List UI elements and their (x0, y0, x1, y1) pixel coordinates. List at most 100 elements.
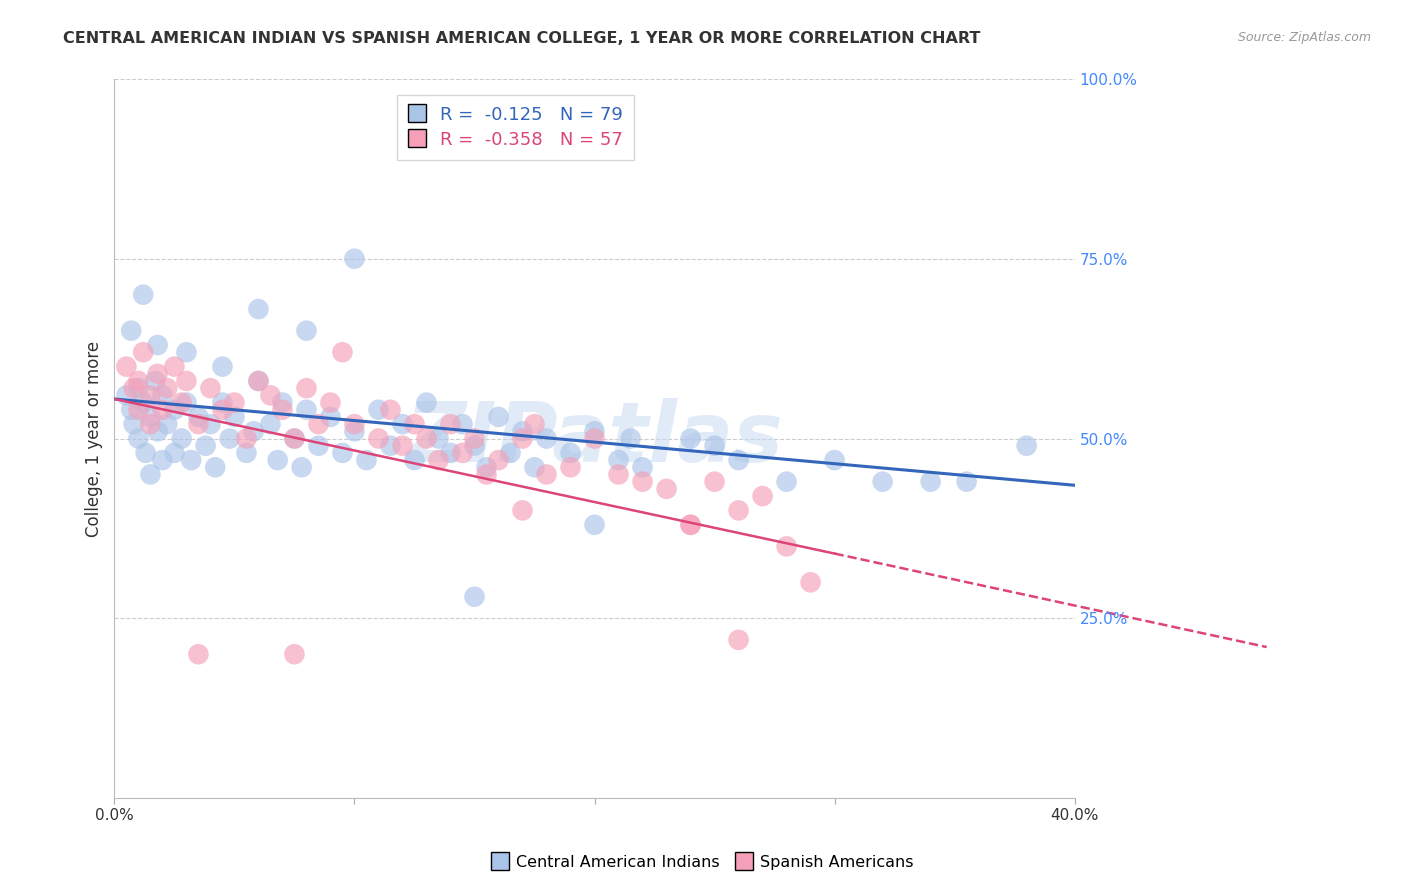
Point (204, 460, 226, 475)
Point (242, 425, 264, 439)
Point (356, 453, 378, 467)
Point (187, 409, 209, 424)
Point (163, 446, 186, 460)
Text: CENTRAL AMERICAN INDIAN VS SPANISH AMERICAN COLLEGE, 1 YEAR OR MORE CORRELATION : CENTRAL AMERICAN INDIAN VS SPANISH AMERI… (63, 31, 980, 46)
Point (872, 475, 894, 489)
Point (132, 287, 155, 301)
Legend: R =  -0.125   N = 79, R =  -0.358   N = 57: R = -0.125 N = 79, R = -0.358 N = 57 (396, 95, 634, 160)
Point (127, 381, 149, 395)
Point (146, 338, 169, 352)
Point (451, 417, 474, 431)
Point (163, 402, 186, 417)
Point (920, 475, 942, 489)
Point (463, 432, 485, 446)
Point (583, 432, 606, 446)
Point (512, 425, 534, 439)
Point (308, 417, 330, 431)
Point (156, 381, 179, 395)
Point (679, 517, 702, 532)
Point (247, 374, 270, 388)
Point (583, 517, 606, 532)
Point (176, 395, 198, 409)
Point (463, 439, 485, 453)
Point (427, 432, 450, 446)
Point (259, 388, 281, 402)
Point (271, 395, 294, 409)
Point (463, 590, 485, 604)
Point (122, 381, 145, 395)
Point (703, 475, 725, 489)
Point (135, 446, 157, 460)
Point (536, 467, 558, 482)
Point (319, 395, 342, 409)
Point (512, 432, 534, 446)
Point (295, 324, 318, 338)
Point (679, 432, 702, 446)
Point (775, 540, 797, 554)
Point (703, 439, 725, 453)
Point (247, 302, 270, 317)
Point (631, 460, 654, 475)
Point (523, 460, 546, 475)
Point (512, 503, 534, 517)
Point (271, 402, 294, 417)
Point (319, 409, 342, 424)
Point (295, 381, 318, 395)
Point (488, 453, 510, 467)
Point (146, 367, 169, 381)
Point (180, 453, 202, 467)
Point (235, 446, 257, 460)
Point (235, 432, 257, 446)
Point (800, 575, 823, 590)
Point (152, 453, 174, 467)
Point (439, 446, 461, 460)
Point (122, 417, 145, 431)
Point (451, 446, 474, 460)
Point (283, 432, 305, 446)
Point (727, 503, 749, 517)
Point (187, 417, 209, 431)
Point (115, 359, 138, 374)
Point (211, 395, 233, 409)
Point (291, 460, 314, 475)
Point (152, 402, 174, 417)
Point (247, 374, 270, 388)
Point (343, 252, 366, 266)
Point (139, 388, 162, 402)
Point (218, 432, 240, 446)
Point (332, 446, 354, 460)
Point (955, 475, 977, 489)
Point (187, 647, 209, 661)
Point (163, 359, 186, 374)
Point (127, 374, 149, 388)
Point (415, 432, 437, 446)
Point (631, 475, 654, 489)
Point (170, 432, 193, 446)
Point (211, 402, 233, 417)
Point (127, 432, 149, 446)
Point (824, 453, 846, 467)
Point (152, 388, 174, 402)
Point (475, 467, 498, 482)
Point (176, 374, 198, 388)
Point (211, 359, 233, 374)
Text: ZIPatlas: ZIPatlas (405, 398, 783, 479)
Point (380, 402, 402, 417)
Point (132, 395, 155, 409)
Point (139, 467, 162, 482)
Text: Source: ZipAtlas.com: Source: ZipAtlas.com (1237, 31, 1371, 45)
Point (120, 402, 142, 417)
Point (560, 460, 582, 475)
Point (583, 425, 606, 439)
Point (404, 453, 426, 467)
Point (619, 432, 641, 446)
Point (343, 425, 366, 439)
Point (200, 417, 222, 431)
Point (283, 647, 305, 661)
Point (751, 489, 773, 503)
Point (655, 482, 678, 496)
Point (439, 417, 461, 431)
Point (127, 402, 149, 417)
Point (308, 439, 330, 453)
Point (200, 381, 222, 395)
